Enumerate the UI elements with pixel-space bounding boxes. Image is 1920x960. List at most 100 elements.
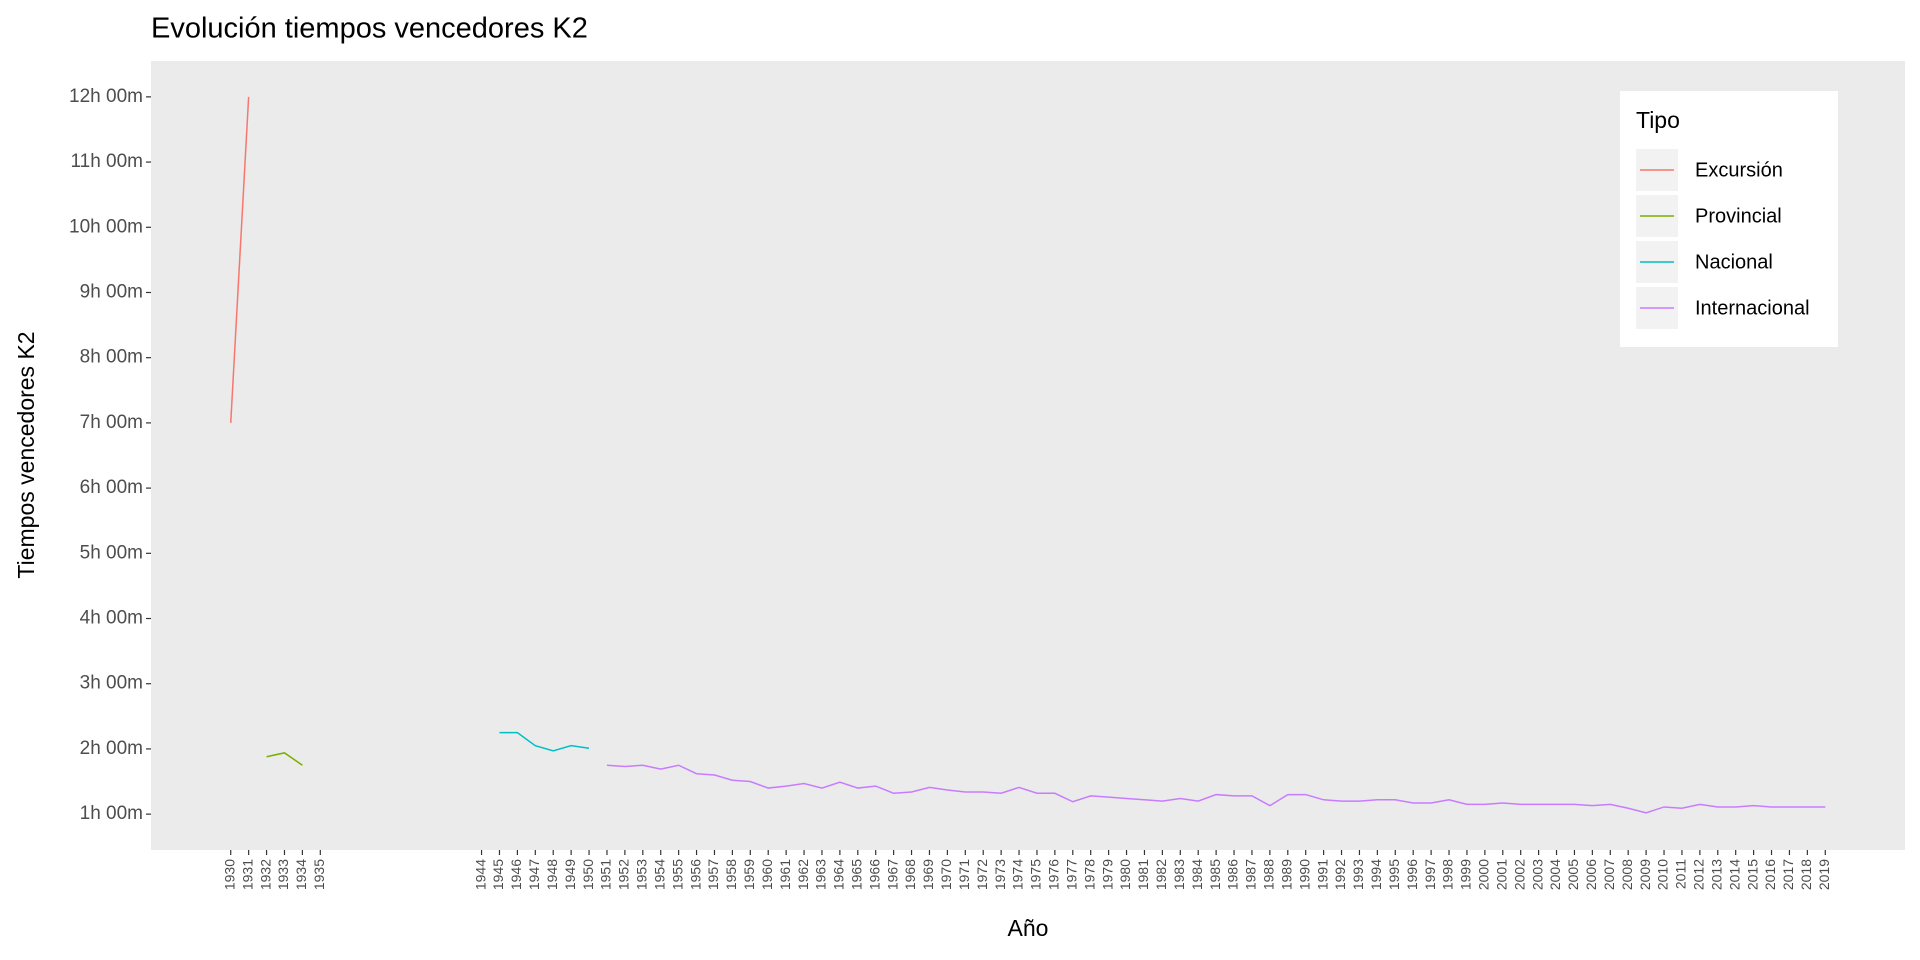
x-tick-label: 1967 <box>884 859 900 890</box>
x-tick-label: 1974 <box>1010 859 1026 890</box>
x-tick-label: 1955 <box>669 859 685 890</box>
legend-label: Nacional <box>1695 251 1773 273</box>
y-tick-label: 7h 00m <box>80 412 143 433</box>
x-tick-label: 2004 <box>1547 859 1563 890</box>
x-tick-label: 1975 <box>1028 859 1044 890</box>
y-tick-label: 4h 00m <box>80 608 143 629</box>
x-tick-label: 1973 <box>992 859 1008 890</box>
x-tick-label: 1963 <box>813 859 829 890</box>
x-tick-label: 1966 <box>866 859 882 890</box>
chart-title: Evolución tiempos vencedores K2 <box>151 13 588 45</box>
x-tick-label: 1992 <box>1332 859 1348 890</box>
y-tick-label: 5h 00m <box>80 542 143 563</box>
x-tick-label: 1976 <box>1046 859 1062 890</box>
x-tick-label: 1979 <box>1099 859 1115 890</box>
x-tick-label: 1962 <box>795 859 811 890</box>
x-tick-label: 1946 <box>508 859 524 890</box>
x-tick-label: 1933 <box>275 859 291 890</box>
x-tick-label: 2000 <box>1476 859 1492 890</box>
x-tick-label: 1993 <box>1350 859 1366 890</box>
y-tick-label: 9h 00m <box>80 281 143 302</box>
y-tick-label: 2h 00m <box>80 738 143 759</box>
x-tick-label: 2006 <box>1583 859 1599 890</box>
x-tick-label: 1996 <box>1404 859 1420 890</box>
x-tick-label: 1958 <box>723 859 739 890</box>
x-tick-label: 1998 <box>1440 859 1456 890</box>
x-tick-label: 1960 <box>759 859 775 890</box>
x-tick-label: 1952 <box>616 859 632 890</box>
x-tick-label: 2002 <box>1511 859 1527 890</box>
y-tick-label: 11h 00m <box>70 151 143 172</box>
y-tick-label: 10h 00m <box>69 216 143 237</box>
x-tick-label: 1995 <box>1386 859 1402 890</box>
x-tick-label: 1959 <box>741 859 757 890</box>
x-tick-label: 1989 <box>1278 859 1294 890</box>
x-tick-label: 2015 <box>1744 859 1760 890</box>
x-tick-label: 1948 <box>544 859 560 890</box>
x-tick-label: 1991 <box>1314 859 1330 890</box>
x-tick-label: 1949 <box>562 859 578 890</box>
x-tick-label: 1934 <box>293 859 309 890</box>
x-tick-label: 1997 <box>1422 859 1438 890</box>
x-tick-label: 2005 <box>1565 859 1581 890</box>
x-tick-label: 1944 <box>472 859 488 890</box>
x-tick-label: 1931 <box>239 859 255 890</box>
x-tick-label: 1971 <box>956 859 972 890</box>
x-tick-label: 2017 <box>1780 859 1796 890</box>
y-tick-label: 6h 00m <box>80 477 143 498</box>
x-tick-label: 1980 <box>1117 859 1133 890</box>
x-tick-label: 1950 <box>580 859 596 890</box>
x-tick-label: 1977 <box>1063 859 1079 890</box>
x-tick-label: 1986 <box>1225 859 1241 890</box>
series-line <box>266 752 303 766</box>
x-tick-label: 1970 <box>938 859 954 890</box>
x-tick-label: 2008 <box>1619 859 1635 890</box>
x-tick-label: 1972 <box>974 859 990 890</box>
x-tick-label: 1956 <box>687 859 703 890</box>
x-tick-label: 1969 <box>920 859 936 890</box>
x-tick-label: 1981 <box>1135 859 1151 890</box>
x-tick-label: 1965 <box>848 859 864 890</box>
legend-title: Tipo <box>1636 107 1680 133</box>
x-tick-label: 1983 <box>1171 859 1187 890</box>
x-tick-label: 1961 <box>777 859 793 890</box>
x-tick-label: 2003 <box>1529 859 1545 890</box>
x-tick-label: 2013 <box>1708 859 1724 890</box>
x-tick-label: 1999 <box>1458 859 1474 890</box>
y-tick-label: 8h 00m <box>80 347 143 368</box>
x-tick-label: 1947 <box>526 859 542 890</box>
x-tick-label: 1994 <box>1368 859 1384 890</box>
x-tick-label: 2018 <box>1798 859 1814 890</box>
x-tick-label: 1985 <box>1207 859 1223 890</box>
x-tick-label: 1990 <box>1296 859 1312 890</box>
x-tick-label: 1982 <box>1153 859 1169 890</box>
x-tick-label: 2016 <box>1762 859 1778 890</box>
x-tick-label: 1935 <box>311 859 327 890</box>
x-tick-label: 1957 <box>705 859 721 890</box>
legend-label: Excursión <box>1695 159 1783 181</box>
y-tick-label: 3h 00m <box>80 673 143 694</box>
x-tick-label: 1964 <box>831 859 847 890</box>
x-tick-label: 2009 <box>1637 859 1653 890</box>
x-axis-title: Año <box>1008 915 1049 941</box>
panel <box>151 61 1905 850</box>
x-tick-label: 2012 <box>1691 859 1707 890</box>
x-tick-label: 1987 <box>1243 859 1259 890</box>
x-tick-label: 1951 <box>598 859 614 890</box>
series-line <box>499 731 590 752</box>
y-tick-label: 1h 00m <box>80 803 143 824</box>
x-tick-label: 1978 <box>1081 859 1097 890</box>
x-tick-label: 2014 <box>1726 859 1742 890</box>
x-tick-label: 1954 <box>651 859 667 890</box>
legend-label: Provincial <box>1695 205 1782 227</box>
x-tick-label: 1930 <box>221 859 237 890</box>
legend-label: Internacional <box>1695 297 1810 319</box>
series-line <box>229 96 250 423</box>
y-axis-title: Tiempos vencedores K2 <box>13 331 39 578</box>
x-tick-label: 1968 <box>902 859 918 890</box>
x-tick-label: 2001 <box>1493 859 1509 890</box>
x-tick-label: 2011 <box>1673 859 1689 889</box>
x-tick-label: 1984 <box>1189 859 1205 890</box>
x-tick-label: 1932 <box>257 859 273 890</box>
